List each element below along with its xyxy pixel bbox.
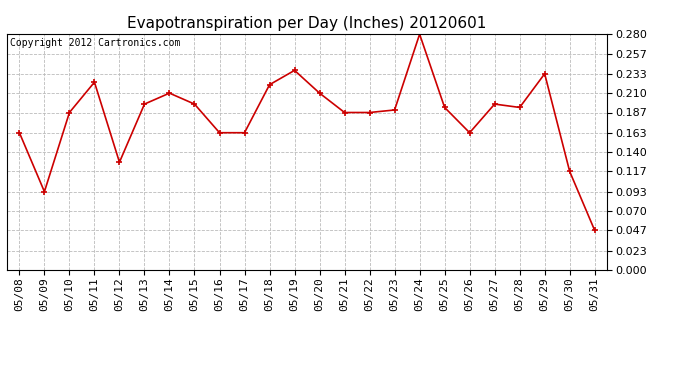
Title: Evapotranspiration per Day (Inches) 20120601: Evapotranspiration per Day (Inches) 2012…: [128, 16, 486, 31]
Text: Copyright 2012 Cartronics.com: Copyright 2012 Cartronics.com: [10, 39, 180, 48]
